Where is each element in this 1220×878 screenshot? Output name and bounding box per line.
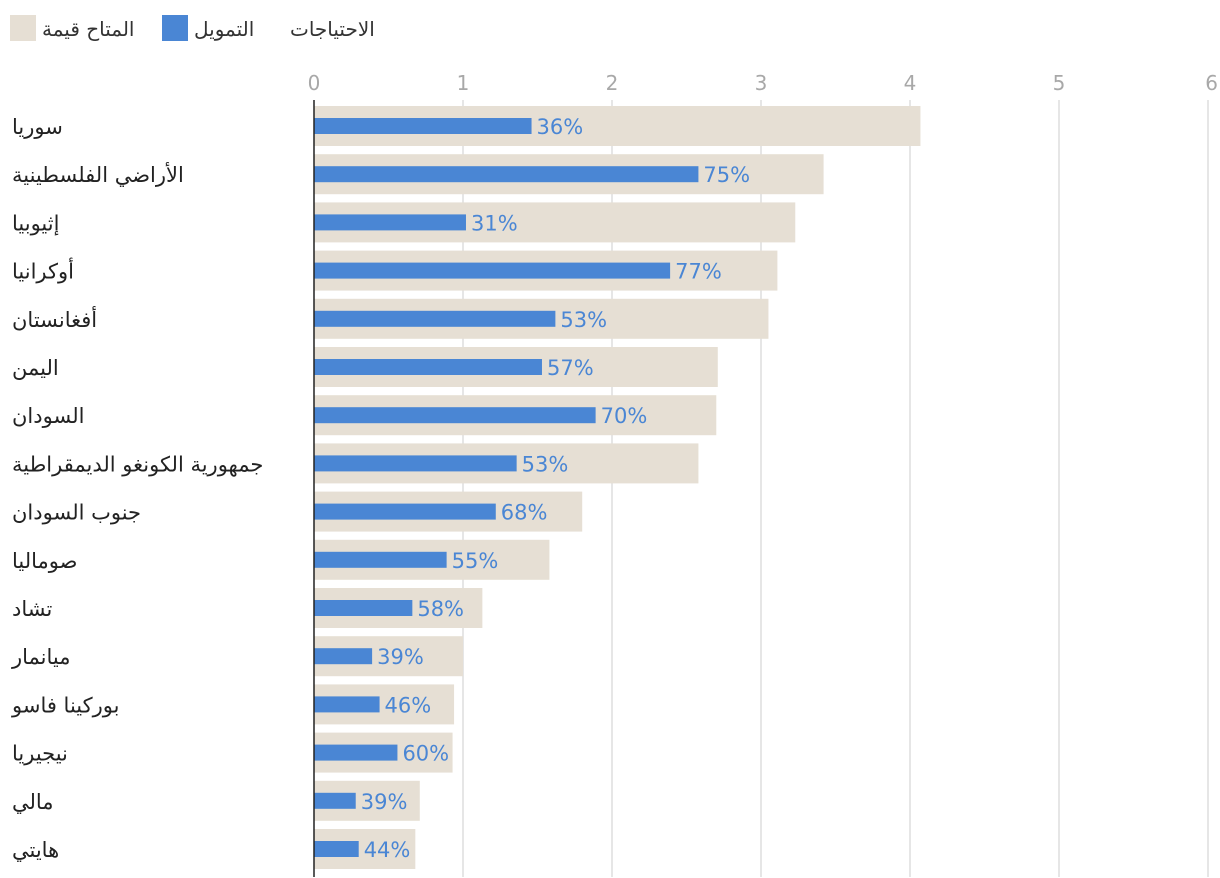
data-label: 75% bbox=[703, 163, 750, 187]
x-tick-label: 5 bbox=[1053, 71, 1066, 95]
category-label: تشاد bbox=[12, 597, 52, 621]
data-label: 36% bbox=[537, 115, 584, 139]
data-label: 53% bbox=[522, 452, 569, 476]
category-label: الأراضي الفلسطينية bbox=[12, 162, 184, 187]
funding-bar bbox=[314, 551, 447, 568]
funding-bar bbox=[314, 166, 699, 183]
x-axis-ticks: 0 1 2 3 4 5 6 bbox=[308, 71, 1218, 95]
category-label: أوكرانيا bbox=[12, 258, 74, 284]
data-label: 55% bbox=[452, 549, 499, 573]
funding-bar bbox=[314, 310, 556, 327]
data-label: 70% bbox=[601, 404, 648, 428]
funding-bar bbox=[314, 503, 496, 520]
category-label: جمهورية الكونغو الديمقراطية bbox=[12, 452, 263, 476]
x-tick-label: 6 bbox=[1205, 71, 1218, 95]
category-labels: سوريا الأراضي الفلسطينية إثيوبيا أوكرانيا أف… bbox=[11, 115, 263, 862]
legend-label-funding: التمويل bbox=[194, 17, 254, 41]
data-label: 44% bbox=[364, 838, 411, 862]
funding-bar bbox=[314, 455, 517, 472]
funding-bar bbox=[314, 841, 359, 857]
category-label: نيجيريا bbox=[12, 742, 68, 766]
funding-bar bbox=[314, 262, 671, 279]
bars: 36% 75% 31% 77% 53% 57% 70% 53% 68%55% 58% 39% 46% 6… bbox=[314, 106, 921, 869]
category-label: سوريا bbox=[12, 115, 63, 139]
data-label: 46% bbox=[385, 693, 432, 717]
funding-bar bbox=[314, 214, 466, 231]
funding-bar bbox=[314, 696, 380, 713]
funding-bar bbox=[314, 792, 356, 809]
data-label: 77% bbox=[675, 260, 722, 284]
legend-label-needs: الاحتياجات bbox=[290, 17, 375, 41]
data-label: 39% bbox=[377, 645, 424, 669]
legend: المتاح قيمة التمويل الاحتياجات bbox=[10, 15, 375, 41]
category-label: أفغانستان bbox=[12, 306, 97, 332]
funding-bar bbox=[314, 118, 532, 134]
legend-swatch-funding bbox=[162, 15, 188, 41]
category-label: هايتي bbox=[12, 838, 59, 862]
category-label: بوركينا فاسو bbox=[11, 693, 119, 717]
x-tick-label: 3 bbox=[755, 71, 768, 95]
data-label: 31% bbox=[471, 211, 518, 235]
funding-bar bbox=[314, 407, 596, 424]
legend-swatch-available bbox=[10, 15, 36, 41]
legend-label-available: المتاح قيمة bbox=[42, 17, 135, 41]
category-label: صوماليا bbox=[12, 549, 77, 573]
funding-bar bbox=[314, 648, 373, 665]
category-label: اليمن bbox=[12, 356, 59, 380]
x-tick-label: 1 bbox=[457, 71, 470, 95]
data-label: 60% bbox=[402, 742, 449, 766]
data-label: 68% bbox=[501, 501, 548, 525]
x-tick-label: 4 bbox=[904, 71, 917, 95]
category-label: ميانمار bbox=[11, 645, 71, 669]
funding-bar bbox=[314, 359, 542, 375]
funding-bar bbox=[314, 744, 398, 761]
data-label: 58% bbox=[417, 597, 464, 621]
data-label: 39% bbox=[361, 790, 408, 814]
x-tick-label: 0 bbox=[308, 71, 321, 95]
category-label: جنوب السودان bbox=[12, 501, 141, 525]
x-tick-label: 2 bbox=[606, 71, 619, 95]
data-label: 53% bbox=[560, 308, 607, 332]
category-label: السودان bbox=[12, 404, 84, 428]
funding-bar bbox=[314, 600, 413, 616]
data-label: 57% bbox=[547, 356, 594, 380]
category-label: إثيوبيا bbox=[12, 211, 59, 236]
category-label: مالي bbox=[12, 790, 54, 814]
